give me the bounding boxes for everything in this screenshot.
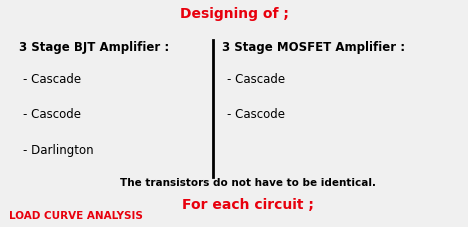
Text: - Darlington: - Darlington (23, 143, 94, 156)
Text: Designing of ;: Designing of ; (180, 7, 288, 21)
Text: - Cascode: - Cascode (227, 108, 285, 121)
Text: - Cascade: - Cascade (227, 73, 285, 86)
Text: LOAD CURVE ANALYSIS: LOAD CURVE ANALYSIS (9, 210, 143, 220)
Text: The transistors do not have to be identical.: The transistors do not have to be identi… (120, 177, 376, 187)
Text: For each circuit ;: For each circuit ; (182, 197, 314, 211)
Text: 3 Stage BJT Amplifier :: 3 Stage BJT Amplifier : (19, 41, 169, 54)
Text: - Cascode: - Cascode (23, 108, 81, 121)
Text: - Cascade: - Cascade (23, 73, 81, 86)
Text: 3 Stage MOSFET Amplifier :: 3 Stage MOSFET Amplifier : (222, 41, 405, 54)
